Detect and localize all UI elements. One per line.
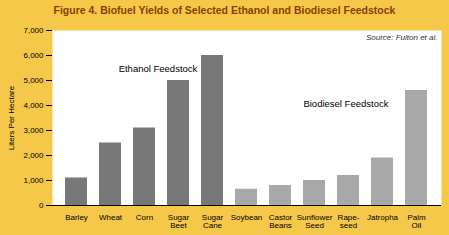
svg-text:Liters Per Hectare: Liters Per Hectare <box>7 85 16 150</box>
svg-text:4,000: 4,000 <box>23 101 44 110</box>
svg-text:Barley: Barley <box>65 213 88 222</box>
svg-text:SugarBeet: SugarBeet <box>168 213 190 230</box>
svg-text:Rape-seed: Rape-seed <box>338 213 360 230</box>
svg-text:Biodiesel Feedstock: Biodiesel Feedstock <box>303 98 388 109</box>
svg-text:Jatropha: Jatropha <box>367 213 399 222</box>
svg-text:0: 0 <box>39 201 44 210</box>
svg-text:SugarCane: SugarCane <box>202 213 224 230</box>
svg-text:CastorBeans: CastorBeans <box>269 213 293 230</box>
svg-text:2,000: 2,000 <box>23 151 44 160</box>
html-text:Figure 4. Biofuel Yields of Se: Figure 4. Biofuel Yields of Selected Eth… <box>53 4 396 16</box>
svg-text:6,000: 6,000 <box>23 51 44 60</box>
svg-text:3,000: 3,000 <box>23 126 44 135</box>
svg-text:Wheat: Wheat <box>99 213 123 222</box>
svg-text:Corn: Corn <box>136 213 153 222</box>
svg-text:Ethanol Feedstock: Ethanol Feedstock <box>119 63 198 74</box>
svg-text:5,000: 5,000 <box>23 76 44 85</box>
svg-text:7,000: 7,000 <box>23 26 44 35</box>
svg-text:Source: Fulton et al.: Source: Fulton et al. <box>366 33 438 42</box>
svg-text:SunflowerSeed: SunflowerSeed <box>297 213 333 230</box>
svg-text:PalmOil: PalmOil <box>407 213 426 230</box>
svg-text:Soybean: Soybean <box>231 213 263 222</box>
svg-text:1,000: 1,000 <box>23 176 44 185</box>
